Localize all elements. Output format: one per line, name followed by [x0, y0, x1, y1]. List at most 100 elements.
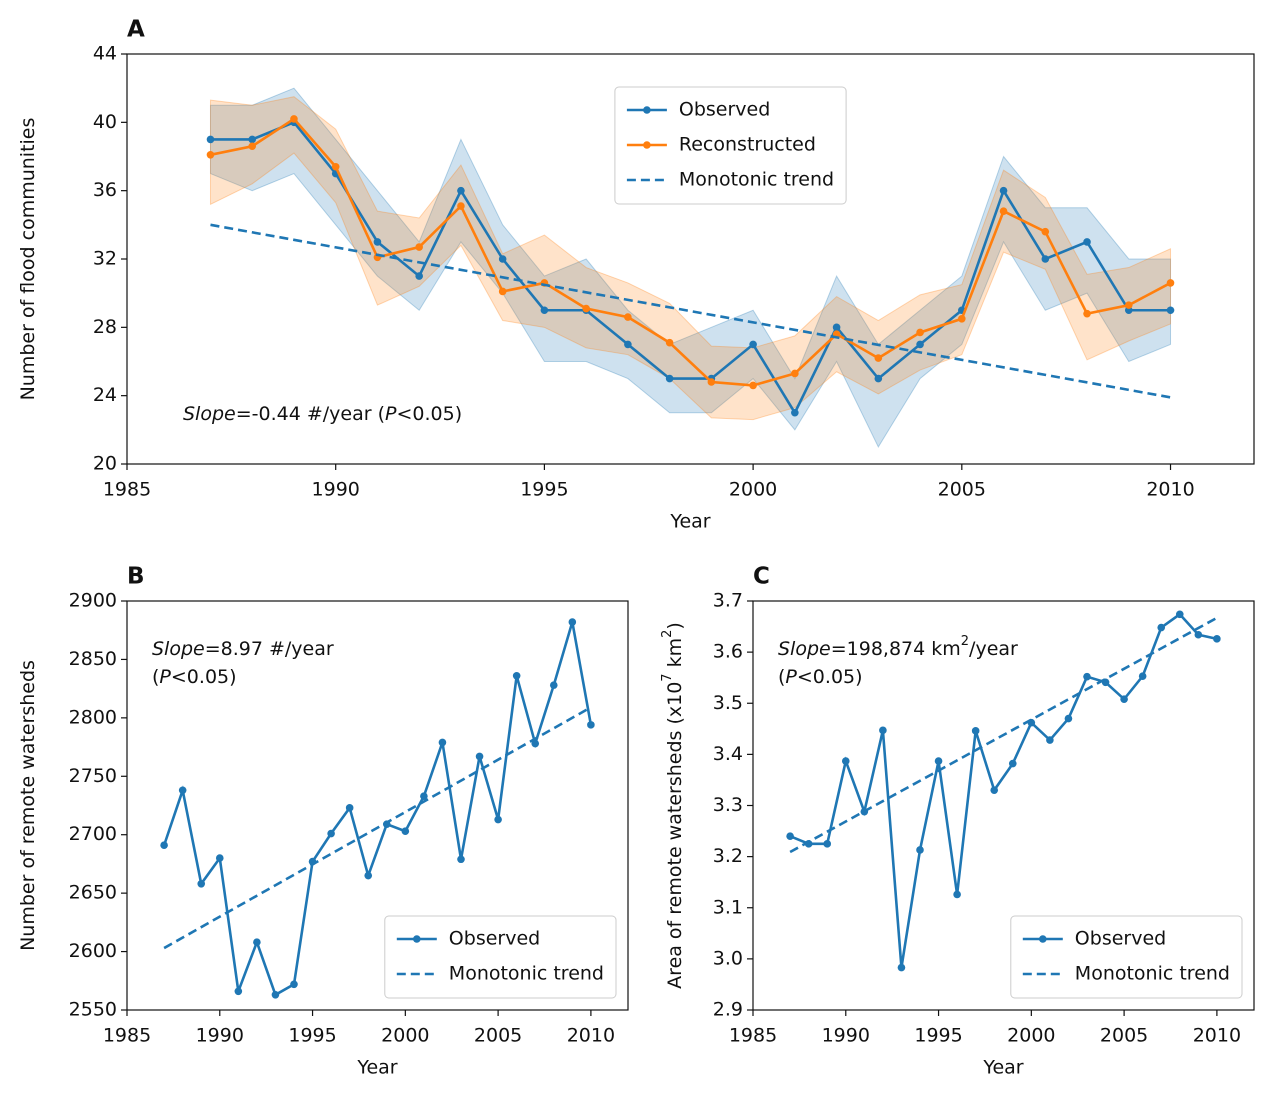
legend-box: [384, 915, 617, 999]
y-tick-label: 32: [93, 248, 117, 270]
y-tick-label: 3.4: [713, 743, 743, 765]
data-point: [420, 792, 428, 800]
data-point: [475, 752, 484, 761]
x-tick-label: 1990: [312, 479, 360, 501]
legend-label: Monotonic trend: [449, 963, 604, 985]
text-run: =198,874 km: [831, 638, 961, 660]
y-tick-label: 28: [93, 316, 117, 338]
data-point: [1046, 736, 1054, 744]
series-line: [210, 120, 1171, 416]
legend: Observed Monotonic trend: [1010, 915, 1243, 999]
x-tick-label: 1995: [914, 1025, 962, 1047]
x-tick-label: 2000: [381, 1025, 429, 1047]
x-tick-label: 2010: [1146, 479, 1194, 501]
axis-frame: [126, 600, 629, 1011]
text-run: 7: [660, 673, 675, 681]
data-point: [160, 841, 168, 850]
text-run: <0.05): [396, 403, 462, 425]
y-tick-label: 2750: [69, 765, 117, 787]
data-point: [1194, 630, 1203, 639]
series-line: [789, 612, 1218, 968]
data-point: [1120, 695, 1128, 703]
legend: Observed Monotonic trend: [384, 915, 617, 999]
legend-marker: [412, 935, 421, 943]
y-tick-label: 3.5: [713, 692, 743, 714]
y-tick-label: 3.3: [713, 794, 743, 816]
data-point: [331, 162, 340, 171]
data-point: [1083, 238, 1091, 246]
legend-marker: [1038, 935, 1047, 943]
data-point: [345, 804, 354, 812]
data-point: [498, 255, 507, 263]
data-point: [178, 786, 187, 795]
x-tick-label: 2005: [474, 1025, 522, 1047]
panel-label: B: [127, 564, 145, 590]
x-tick-label: 2010: [567, 1025, 615, 1047]
y-axis-label: Number of remote watersheds: [17, 660, 39, 951]
data-point: [1064, 714, 1073, 723]
text-run: km: [664, 638, 686, 674]
data-point: [999, 186, 1008, 195]
data-point: [1157, 623, 1166, 632]
data-point: [587, 721, 595, 729]
text-run: /year: [969, 638, 1018, 660]
data-point: [327, 829, 335, 838]
data-point: [665, 374, 674, 383]
data-point: [953, 890, 961, 899]
data-point: [457, 855, 465, 864]
x-tick-label: 1995: [520, 479, 568, 501]
legend-label: Reconstructed: [679, 134, 816, 156]
text-run: P: [159, 666, 171, 688]
y-tick-label: 3.0: [713, 947, 743, 969]
data-point: [823, 840, 832, 848]
legend-marker: [643, 106, 651, 114]
data-point: [197, 879, 206, 888]
data-point: [971, 727, 980, 735]
data-point: [897, 963, 906, 972]
uncertainty-band: [209, 96, 1172, 421]
data-point: [879, 726, 887, 735]
y-tick-label: 2900: [69, 590, 117, 612]
data-point: [916, 846, 924, 854]
y-tick-label: 3.2: [713, 845, 743, 867]
data-point: [1083, 672, 1091, 681]
data-point: [832, 323, 841, 332]
y-tick-label: 36: [93, 179, 117, 201]
data-point: [498, 287, 507, 296]
text-run: (: [152, 666, 159, 688]
data-point: [512, 671, 521, 680]
x-tick-label: 1985: [103, 479, 151, 501]
legend-label: Monotonic trend: [679, 169, 834, 191]
data-point: [364, 871, 373, 880]
data-point: [916, 328, 924, 337]
y-tick-label: 2.9: [713, 999, 743, 1021]
y-tick-label: 2850: [69, 648, 117, 670]
data-point: [707, 378, 716, 386]
data-point: [1138, 672, 1147, 680]
text-run: Slope: [183, 403, 236, 425]
text-run: P: [785, 666, 797, 688]
text-run: =8.97 #/year: [205, 638, 334, 660]
data-point: [582, 304, 590, 313]
legend-label: Observed: [449, 928, 540, 950]
annotation: Slope=-0.44 #/year (P<0.05): [183, 403, 462, 425]
data-point: [206, 150, 215, 159]
text-run: <0.05): [797, 666, 863, 688]
y-tick-label: 2800: [69, 706, 117, 728]
y-tick-label: 3.1: [713, 896, 743, 918]
y-tick-label: 44: [93, 43, 117, 65]
legend-box: [614, 86, 847, 205]
data-point: [415, 243, 423, 251]
x-tick-label: 2000: [1007, 1025, 1055, 1047]
data-point: [841, 757, 850, 765]
y-tick-label: 40: [93, 111, 117, 133]
legend-label: Observed: [679, 99, 770, 121]
data-point: [234, 987, 243, 996]
data-point: [549, 681, 558, 689]
legend-label: Monotonic trend: [1075, 963, 1230, 985]
data-point: [457, 202, 465, 210]
x-tick-label: 2010: [1193, 1025, 1241, 1047]
data-point: [248, 135, 257, 144]
data-point: [665, 338, 674, 347]
